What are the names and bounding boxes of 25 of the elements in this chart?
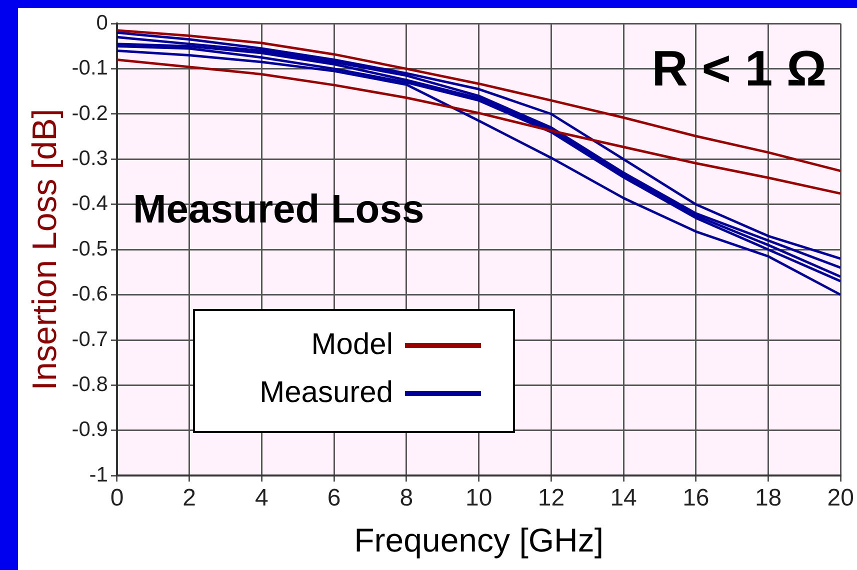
y-tick-label: -0.9 <box>72 418 108 442</box>
y-tick-label: -0.4 <box>72 192 108 216</box>
y-tick-label: -0.7 <box>72 328 108 351</box>
x-tick-label: 4 <box>255 484 268 512</box>
y-axis-title: Insertion Loss [dB] <box>26 108 64 390</box>
x-tick-label: 2 <box>182 484 196 512</box>
y-tick-label: -0.5 <box>72 237 108 260</box>
y-tick-label: -0.6 <box>72 282 108 306</box>
x-tick-label: 14 <box>610 484 637 512</box>
x-tick-label: 10 <box>465 484 492 512</box>
legend-label: Measured <box>258 376 394 410</box>
x-axis-title: Frequency [GHz] <box>354 521 604 558</box>
x-tick-label: 12 <box>538 484 565 512</box>
x-tick-label: 8 <box>400 484 414 512</box>
x-tick-label: 20 <box>827 484 854 512</box>
x-tick-label: 6 <box>327 484 341 512</box>
y-tick-label: -0.2 <box>72 102 108 125</box>
y-tick-label: -0.1 <box>72 56 108 80</box>
y-tick-label: -0.3 <box>72 146 108 170</box>
y-tick-label: -1 <box>89 463 108 486</box>
y-tick-label: -0.8 <box>72 372 108 396</box>
y-tick-label: 0 <box>96 11 108 34</box>
x-tick-label: 16 <box>682 484 710 512</box>
legend-label: Model <box>310 328 394 362</box>
x-tick-label: 18 <box>754 484 782 512</box>
